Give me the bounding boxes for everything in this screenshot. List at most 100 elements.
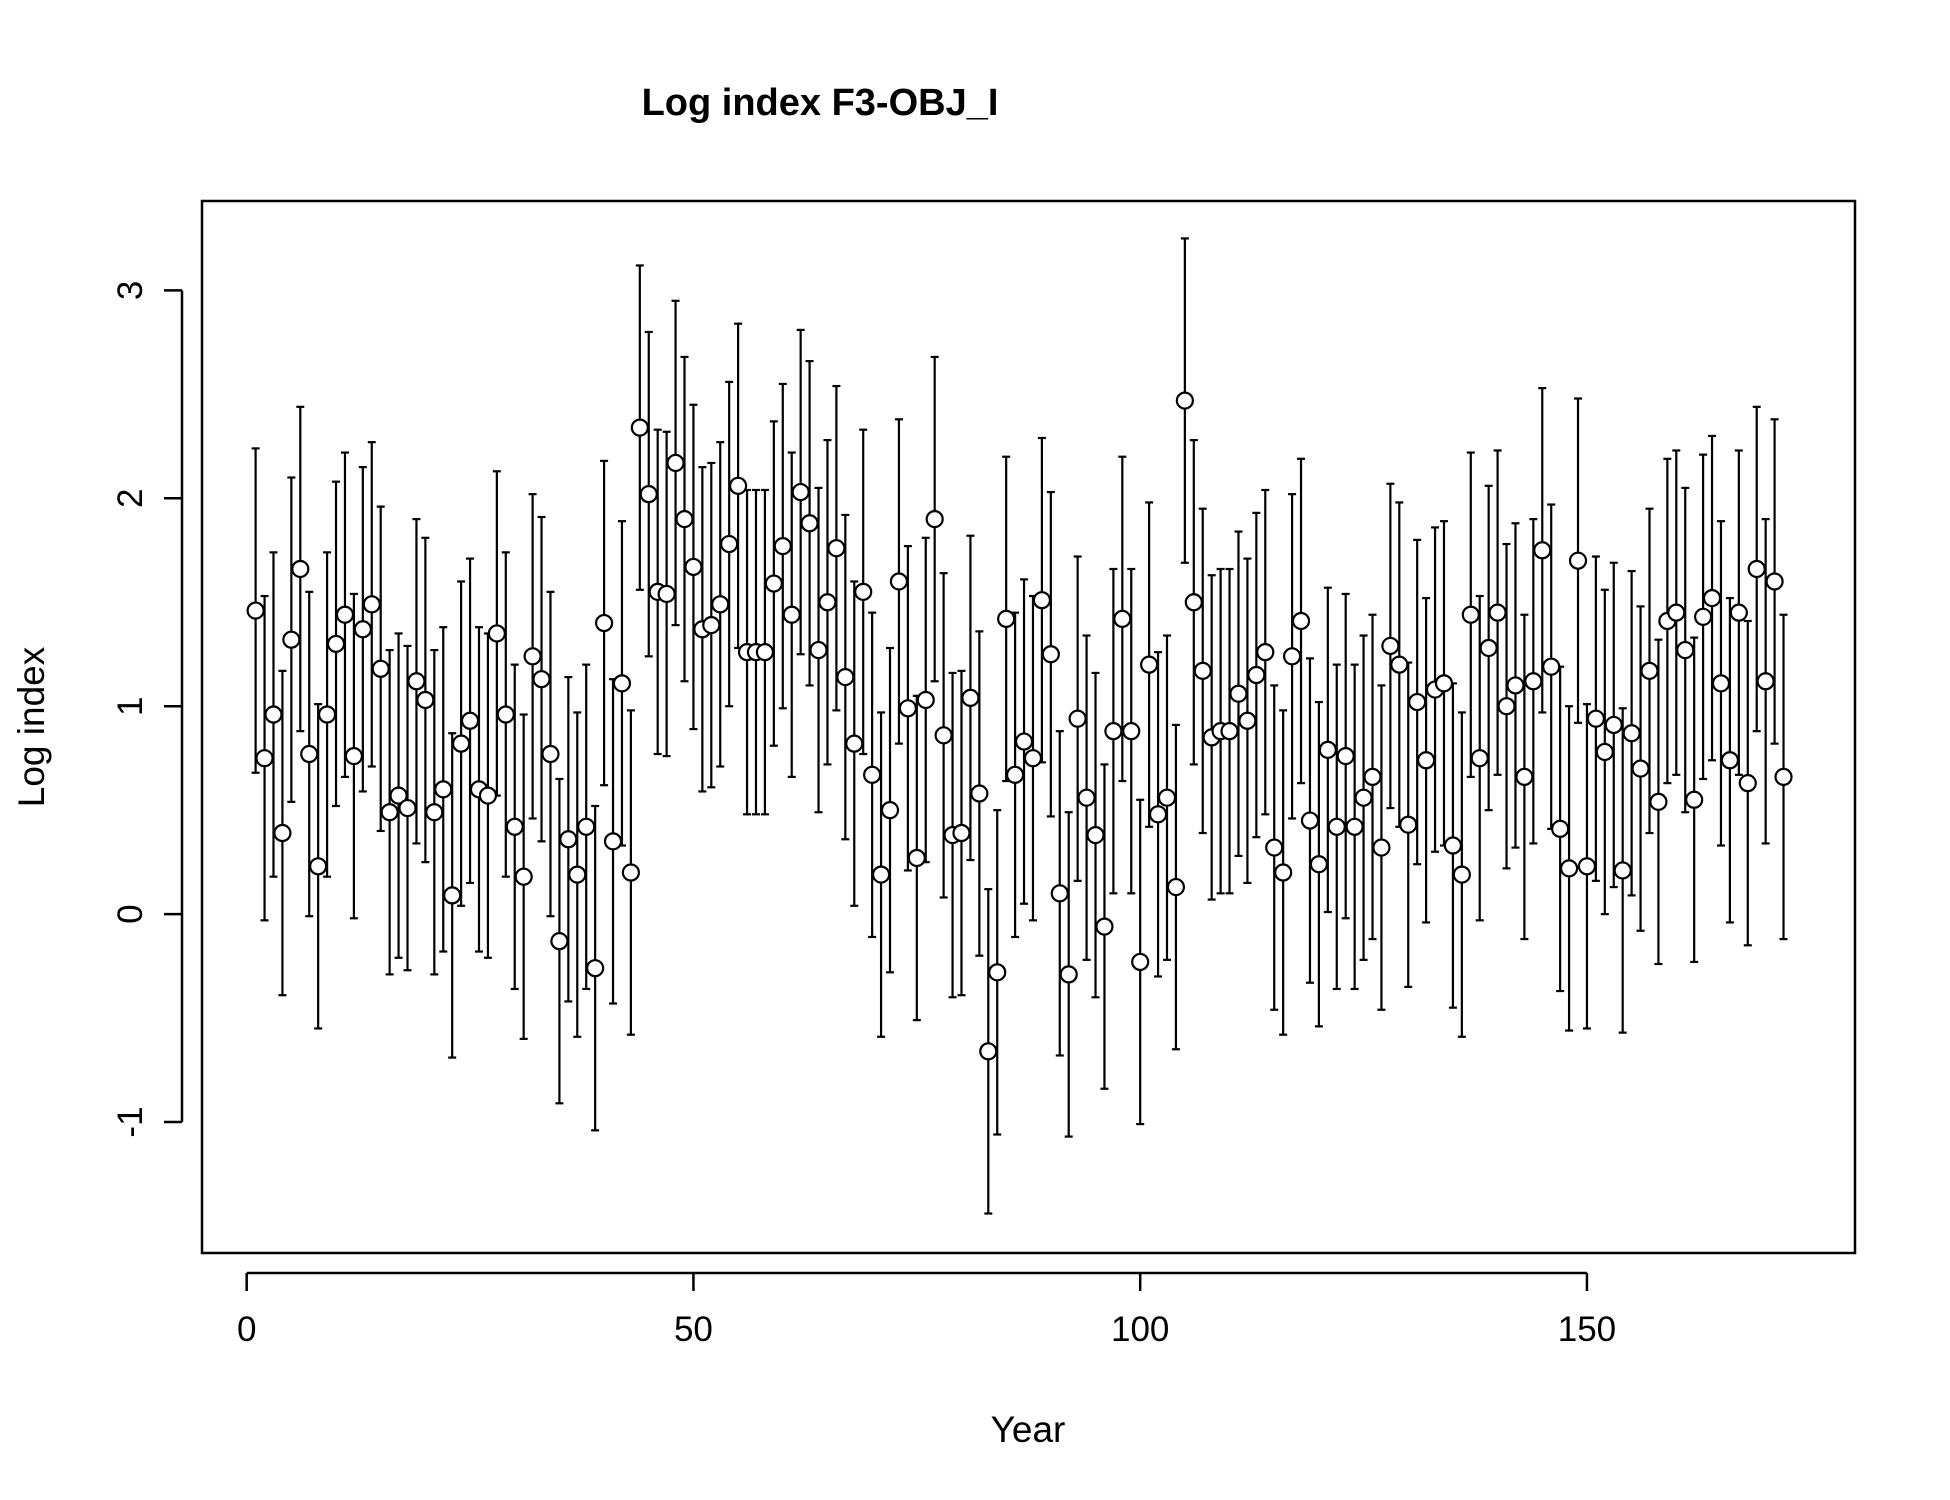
data-point <box>979 1042 998 1061</box>
data-point <box>1613 861 1632 880</box>
data-point <box>791 482 810 502</box>
data-point <box>1113 609 1132 628</box>
data-point <box>755 643 775 662</box>
data-point <box>1291 611 1311 631</box>
data-point <box>505 817 524 836</box>
data-point <box>1363 767 1382 786</box>
data-point <box>1390 655 1409 674</box>
data-point <box>1059 965 1078 984</box>
data-point <box>630 418 649 437</box>
data-point <box>845 734 864 753</box>
data-point <box>416 690 435 710</box>
data-point <box>961 688 980 707</box>
data-point <box>1577 857 1597 876</box>
data-point <box>1640 661 1659 680</box>
data-point <box>1229 684 1248 703</box>
data-point <box>1443 836 1463 855</box>
data-point <box>1738 774 1757 793</box>
data-point <box>264 705 283 724</box>
x-tick-label: 100 <box>1111 1310 1169 1349</box>
data-point <box>871 865 891 884</box>
data-point <box>1247 665 1266 685</box>
data-point <box>997 609 1016 628</box>
data-point <box>1694 607 1713 626</box>
data-point <box>1524 672 1543 691</box>
data-point <box>1077 788 1096 807</box>
data-point <box>1568 551 1588 570</box>
data-point <box>1434 674 1454 693</box>
data-point <box>854 582 873 601</box>
data-point <box>532 670 551 689</box>
x-tick-label: 150 <box>1558 1310 1616 1349</box>
data-point <box>1551 819 1570 838</box>
data-point <box>407 672 426 691</box>
data-point <box>1756 672 1775 691</box>
data-points <box>246 391 1793 1061</box>
data-point <box>1711 674 1731 693</box>
data-point <box>1461 605 1480 624</box>
data-point <box>1685 790 1704 809</box>
data-point <box>1184 593 1203 612</box>
data-point <box>863 765 882 784</box>
data-point <box>1327 817 1346 836</box>
data-point <box>1122 722 1141 741</box>
data-point <box>594 613 614 633</box>
data-point <box>425 803 444 822</box>
data-point <box>639 485 658 504</box>
data-point <box>1300 811 1320 830</box>
y-tick-label: 1 <box>111 696 150 715</box>
data-point <box>764 574 783 593</box>
y-tick-label: -1 <box>111 1106 150 1137</box>
data-point <box>1488 603 1507 622</box>
data-point <box>550 932 569 951</box>
data-point <box>1479 638 1498 658</box>
data-point <box>988 963 1007 982</box>
data-point <box>1765 572 1784 591</box>
data-point <box>1676 640 1695 660</box>
data-point <box>898 699 917 718</box>
data-point <box>1318 740 1337 759</box>
data-point <box>586 959 605 978</box>
data-point <box>1086 826 1105 845</box>
data-point <box>800 514 819 533</box>
data-point <box>729 476 748 495</box>
x-tick-label: 0 <box>237 1310 256 1349</box>
data-point <box>1050 884 1069 903</box>
data-point <box>1774 767 1793 786</box>
data-point <box>934 726 953 745</box>
data-point <box>353 620 372 639</box>
data-point <box>702 616 721 635</box>
data-point <box>1667 603 1686 622</box>
data-point <box>326 634 346 653</box>
y-tick-label: 2 <box>111 489 150 508</box>
data-point <box>309 857 328 876</box>
data-point <box>1014 732 1034 751</box>
data-point <box>711 595 730 614</box>
data-point <box>300 744 319 764</box>
data-point <box>362 595 381 614</box>
data-point <box>907 848 926 868</box>
data-point <box>496 705 515 724</box>
data-point <box>1417 751 1436 770</box>
data-point <box>389 786 408 805</box>
data-point <box>1005 765 1025 784</box>
data-point <box>809 640 828 660</box>
data-point <box>1265 838 1284 857</box>
data-point <box>1586 709 1605 728</box>
data-point <box>568 865 587 884</box>
data-point <box>1533 541 1552 560</box>
y-tick-label: 3 <box>111 281 150 300</box>
y-axis: -1 0 1 2 3 <box>111 281 184 1138</box>
data-point <box>1140 655 1159 674</box>
data-point <box>1354 788 1373 807</box>
data-point <box>818 593 837 612</box>
data-point <box>684 557 703 577</box>
data-point <box>398 798 417 818</box>
data-point <box>1559 859 1579 878</box>
data-point <box>1542 657 1561 676</box>
data-point <box>925 509 944 529</box>
data-point <box>255 749 274 768</box>
data-point <box>916 690 935 710</box>
data-point <box>1345 817 1364 836</box>
data-point <box>952 823 971 843</box>
